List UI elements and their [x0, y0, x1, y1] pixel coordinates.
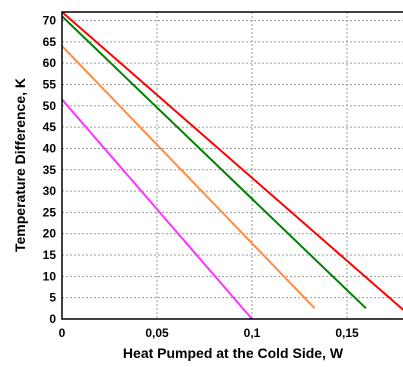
y-tick-label: 65 — [43, 35, 57, 49]
y-tick-label: 15 — [43, 248, 57, 262]
y-tick-label: 20 — [43, 227, 57, 241]
y-tick-label: 50 — [43, 99, 57, 113]
y-tick-label: 60 — [43, 56, 57, 70]
x-tick-labels: 0 0,05 0,1 0,15 — [59, 326, 359, 340]
y-tick-label: 45 — [43, 120, 57, 134]
series-line-1 — [61, 11, 403, 311]
y-tick-label: 40 — [43, 141, 57, 155]
x-tick-label: 0,05 — [145, 326, 169, 340]
y-tick-label: 30 — [43, 184, 57, 198]
y-axis-title: Temperature Difference, K — [12, 78, 28, 252]
x-tick-label: 0,1 — [244, 326, 261, 340]
grid-lines — [62, 12, 403, 319]
y-tick-label: 10 — [43, 269, 57, 283]
x-tick-label: 0 — [59, 326, 66, 340]
y-tick-label: 35 — [43, 163, 57, 177]
y-tick-label: 0 — [49, 312, 56, 326]
series-line-4 — [61, 98, 253, 320]
series-line-2 — [61, 15, 367, 310]
x-axis-title: Heat Pumped at the Cold Side, W — [123, 345, 344, 361]
y-tick-labels: 0 5 10 15 20 25 30 35 40 45 50 55 60 65 70 — [43, 14, 57, 326]
series-line-3 — [61, 45, 316, 310]
y-tick-label: 55 — [43, 77, 57, 91]
plot-frame — [61, 11, 403, 320]
series-lines — [61, 11, 403, 320]
y-tick-label: 70 — [43, 14, 57, 28]
x-tick-label: 0,15 — [335, 326, 359, 340]
y-tick-label: 5 — [49, 291, 56, 305]
y-tick-label: 25 — [43, 205, 57, 219]
